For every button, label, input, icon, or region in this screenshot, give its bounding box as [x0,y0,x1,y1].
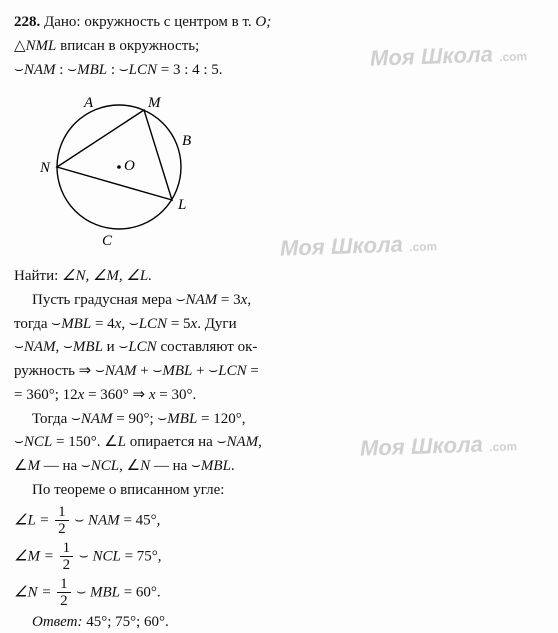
solution-p5: = 360°; 12x = 360° ⇒ x = 30°. [14,385,544,407]
svg-text:O: O [124,158,135,174]
geometry-diagram: O N M L A B C [24,87,544,260]
given-line-1: 228. Дано: окружность с центром в т. O; [14,12,544,34]
given-line-2: △NML вписан в окружность; [14,36,544,58]
solution-p4: ружность ⇒ ⌣NAM + ⌣MBL + ⌣LCN = [14,361,544,383]
svg-text:B: B [182,133,191,149]
solution-p8: ∠M — на ⌣NCL, ∠N — на ⌣MBL. [14,456,544,478]
solution-p1: Пусть градусная мера ⌣NAM = 3x, [14,290,544,312]
result-N: ∠N = 12 ⌣ MBL = 60°. [14,576,544,610]
svg-text:L: L [177,197,186,213]
answer-line: Ответ: 45°; 75°; 60°. [14,612,544,633]
solution-p2: тогда ⌣MBL = 4x, ⌣LCN = 5x. Дуги [14,314,544,336]
svg-text:C: C [102,233,113,249]
svg-text:N: N [39,160,51,176]
svg-text:A: A [83,95,94,111]
result-L: ∠L = 12 ⌣ NAM = 45°, [14,504,544,538]
result-M: ∠M = 12 ⌣ NCL = 75°, [14,540,544,574]
solution-p9: По теореме о вписанном угле: [14,480,544,502]
given-line-3: ⌣NAM : ⌣MBL : ⌣LCN = 3 : 4 : 5. [14,60,544,82]
solution-p6: Тогда ⌣NAM = 90°; ⌣MBL = 120°, [14,409,544,431]
problem-number: 228. [14,14,40,30]
page-content: 228. Дано: окружность с центром в т. O; … [14,12,544,633]
solution-p7: ⌣NCL = 150°. ∠L опирается на ⌣NAM, [14,432,544,454]
solution-p3: ⌣NAM, ⌣MBL и ⌣LCN составляют ок- [14,337,544,359]
find-line: Найти: ∠N, ∠M, ∠L. [14,266,544,288]
svg-text:M: M [147,95,162,111]
